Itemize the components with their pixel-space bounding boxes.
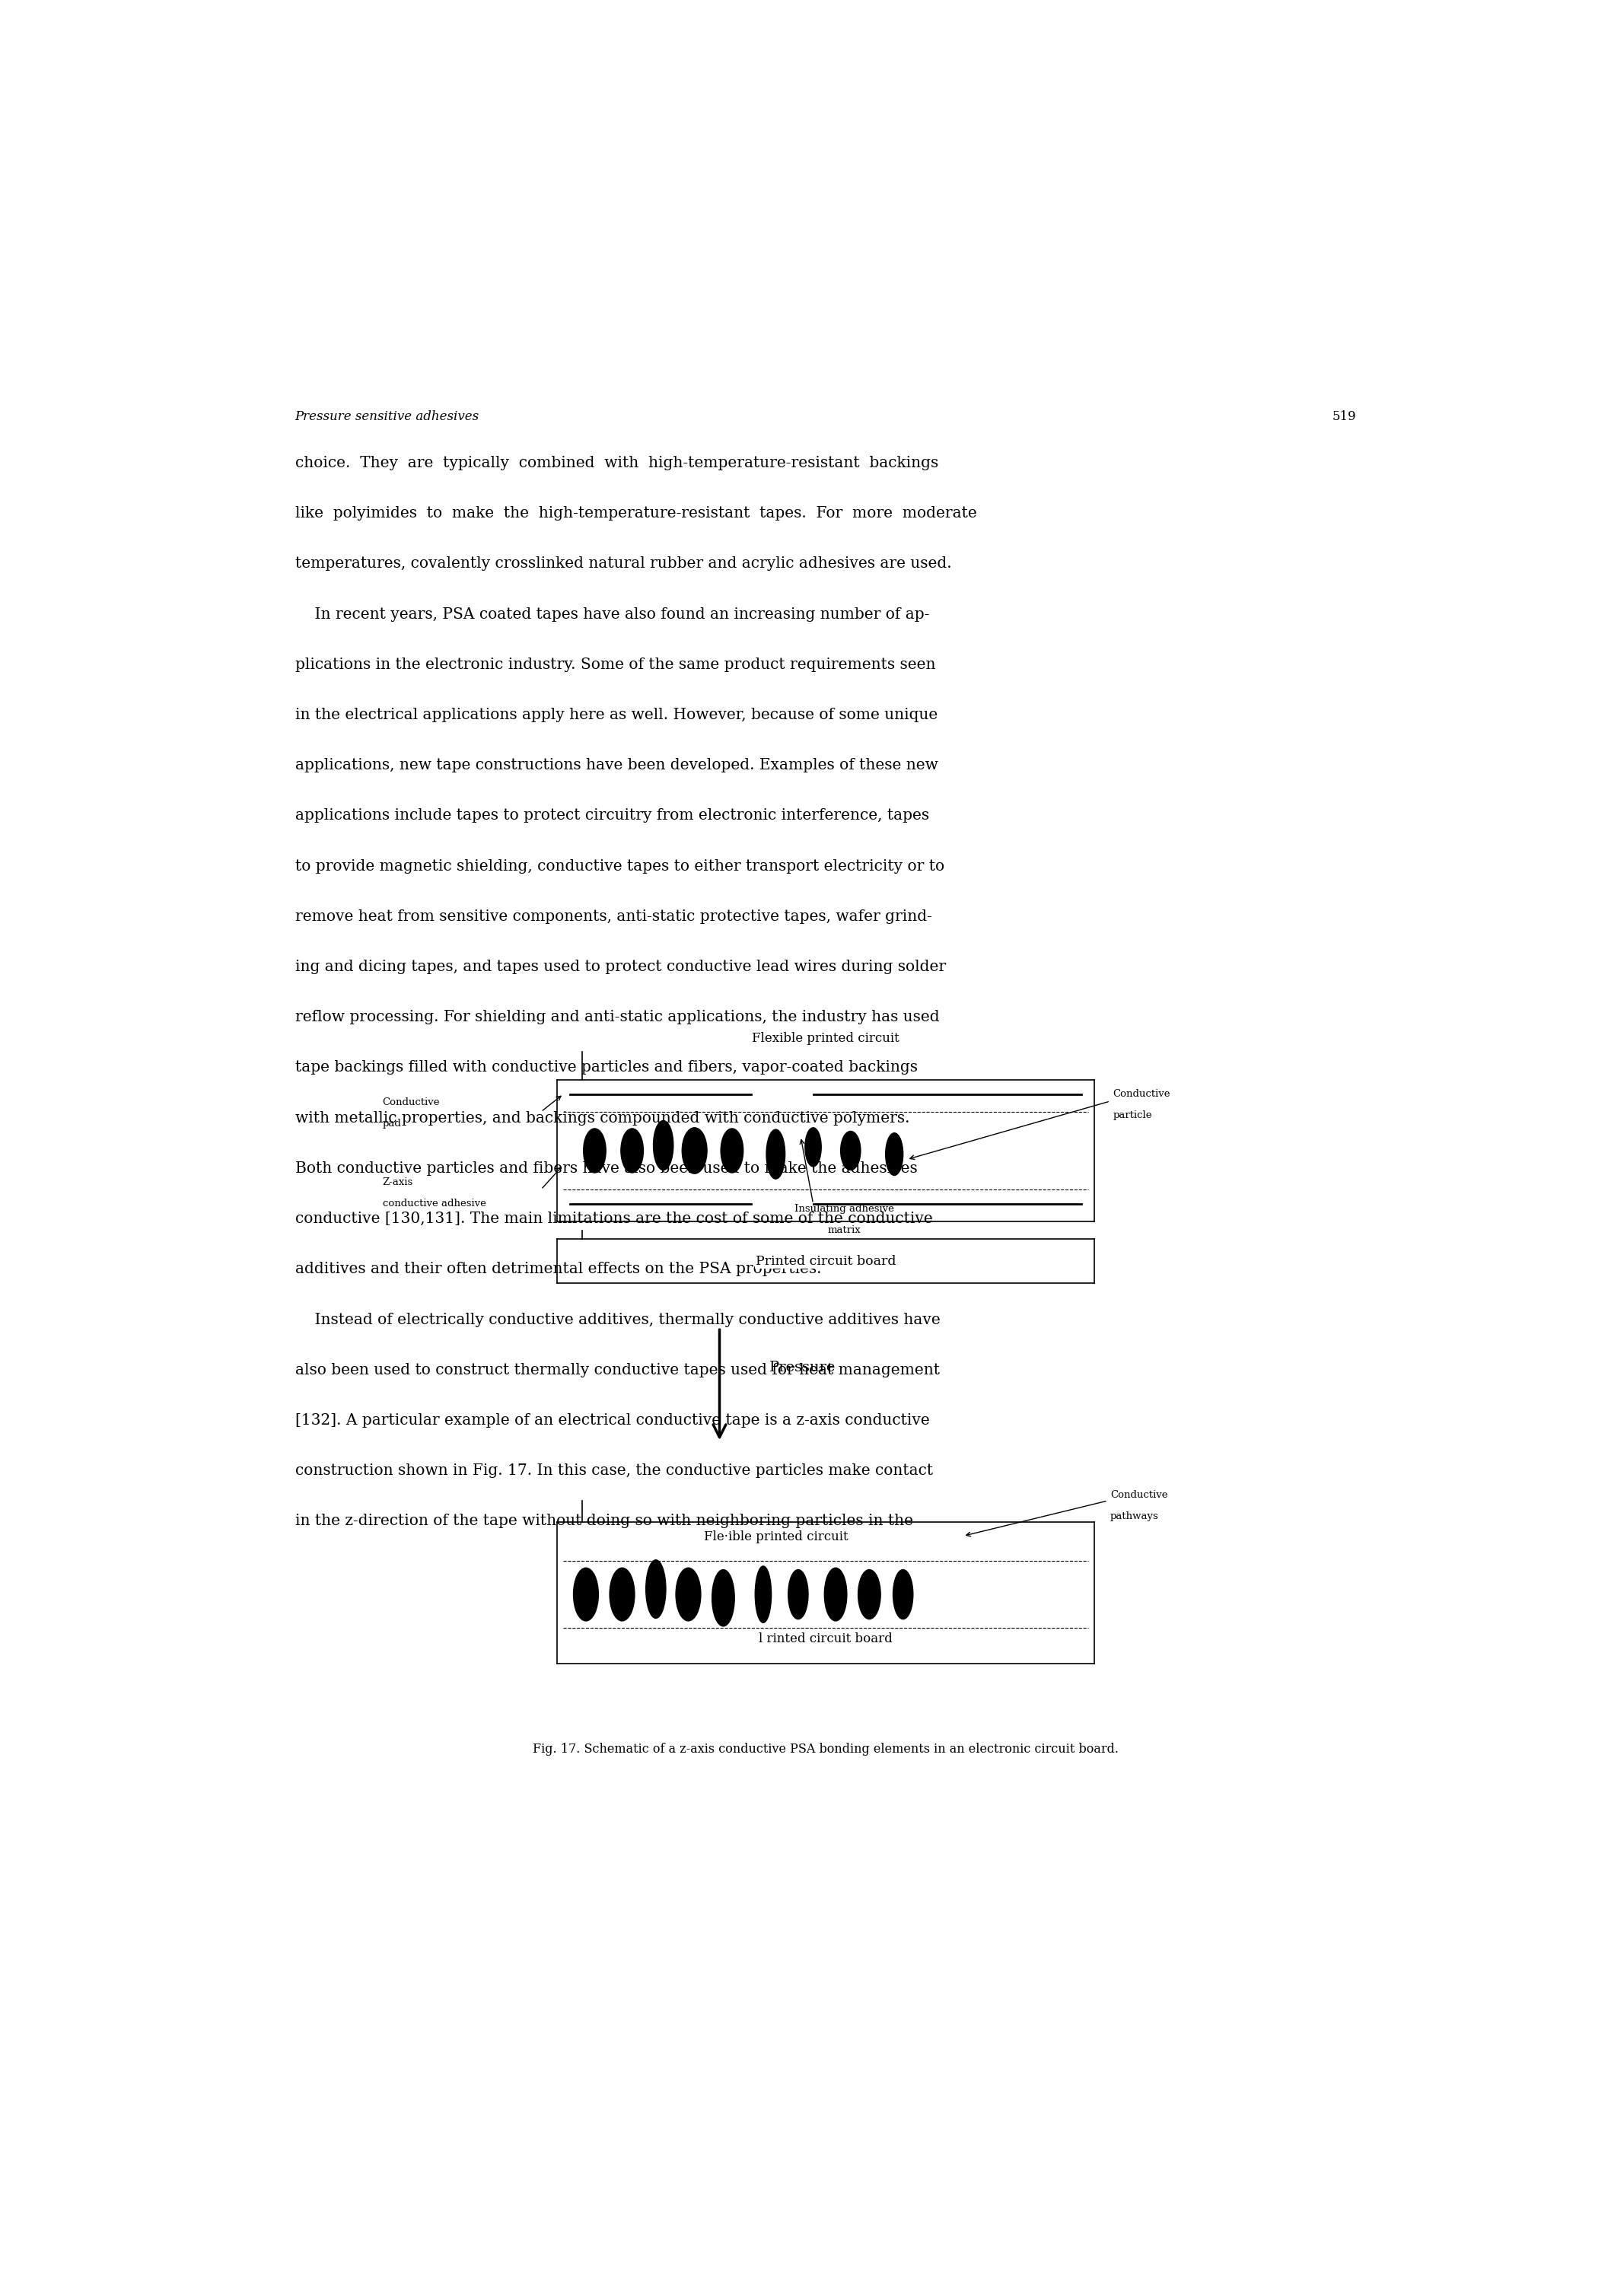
Ellipse shape — [620, 1130, 643, 1173]
Ellipse shape — [767, 1130, 785, 1178]
Text: Printed circuit board: Printed circuit board — [756, 1254, 896, 1267]
Ellipse shape — [677, 1568, 701, 1621]
Text: In recent years, PSA coated tapes have also found an increasing number of ap-: In recent years, PSA coated tapes have a… — [295, 606, 930, 622]
Text: also been used to construct thermally conductive tapes used for heat management: also been used to construct thermally co… — [295, 1364, 939, 1378]
Ellipse shape — [788, 1570, 809, 1619]
Text: temperatures, covalently crosslinked natural rubber and acrylic adhesives are us: temperatures, covalently crosslinked nat… — [295, 556, 952, 572]
Text: Pressure: Pressure — [770, 1359, 836, 1373]
Text: tape backings filled with conductive particles and fibers, vapor-coated backings: tape backings filled with conductive par… — [295, 1061, 918, 1075]
Text: Conductive: Conductive — [1113, 1088, 1170, 1100]
Text: Fig. 17. Schematic of a z-axis conductive PSA bonding elements in an electronic : Fig. 17. Schematic of a z-axis conductiv… — [533, 1743, 1118, 1756]
Ellipse shape — [892, 1570, 913, 1619]
Text: with metallic properties, and backings compounded with conductive polymers.: with metallic properties, and backings c… — [295, 1111, 910, 1125]
Text: additives and their often detrimental effects on the PSA properties.: additives and their often detrimental ef… — [295, 1263, 822, 1277]
Ellipse shape — [825, 1568, 847, 1621]
Text: Both conductive particles and fibers have also been used to make the adhesives: Both conductive particles and fibers hav… — [295, 1162, 917, 1176]
Ellipse shape — [574, 1568, 598, 1621]
Text: applications include tapes to protect circuitry from electronic interference, ta: applications include tapes to protect ci… — [295, 808, 930, 822]
Text: Flexible printed circuit: Flexible printed circuit — [752, 1031, 899, 1045]
Ellipse shape — [609, 1568, 635, 1621]
Ellipse shape — [681, 1127, 707, 1173]
Text: pad: pad — [382, 1118, 401, 1130]
Ellipse shape — [859, 1570, 881, 1619]
Text: particle: particle — [1113, 1109, 1152, 1120]
Text: to provide magnetic shielding, conductive tapes to either transport electricity : to provide magnetic shielding, conductiv… — [295, 859, 944, 872]
Text: applications, new tape constructions have been developed. Examples of these new: applications, new tape constructions hav… — [295, 758, 938, 774]
Text: Fle·ible printed circuit: Fle·ible printed circuit — [704, 1531, 847, 1543]
Ellipse shape — [712, 1570, 735, 1626]
Text: ing and dicing tapes, and tapes used to protect conductive lead wires during sol: ing and dicing tapes, and tapes used to … — [295, 960, 946, 974]
Text: like  polyimides  to  make  the  high-temperature-resistant  tapes.  For  more  : like polyimides to make the high-tempera… — [295, 505, 976, 521]
Text: Conductive: Conductive — [1110, 1490, 1168, 1499]
Text: matrix: matrix — [828, 1224, 860, 1235]
Text: in the electrical applications apply here as well. However, because of some uniq: in the electrical applications apply her… — [295, 707, 938, 723]
Ellipse shape — [806, 1127, 822, 1166]
Ellipse shape — [841, 1132, 860, 1171]
Text: construction shown in Fig. 17. In this case, the conductive particles make conta: construction shown in Fig. 17. In this c… — [295, 1463, 933, 1479]
Ellipse shape — [756, 1566, 772, 1623]
Text: choice.  They  are  typically  combined  with  high-temperature-resistant  backi: choice. They are typically combined with… — [295, 457, 938, 471]
Ellipse shape — [646, 1559, 665, 1619]
Text: Z-axis: Z-axis — [382, 1178, 412, 1187]
Ellipse shape — [720, 1130, 743, 1173]
Text: conductive [130,131]. The main limitations are the cost of some of the conductiv: conductive [130,131]. The main limitatio… — [295, 1212, 933, 1226]
Text: Insulating adhesive: Insulating adhesive — [794, 1203, 894, 1215]
Text: Conductive: Conductive — [382, 1097, 440, 1107]
Text: l rinted circuit board: l rinted circuit board — [759, 1632, 892, 1646]
Ellipse shape — [654, 1120, 673, 1171]
Text: Pressure sensitive adhesives: Pressure sensitive adhesives — [295, 411, 478, 422]
Text: pathways: pathways — [1110, 1511, 1158, 1522]
Text: remove heat from sensitive components, anti-static protective tapes, wafer grind: remove heat from sensitive components, a… — [295, 909, 931, 923]
Text: conductive adhesive: conductive adhesive — [382, 1199, 487, 1208]
Text: [132]. A particular example of an electrical conductive tape is a z-axis conduct: [132]. A particular example of an electr… — [295, 1412, 930, 1428]
Text: plications in the electronic industry. Some of the same product requirements see: plications in the electronic industry. S… — [295, 657, 936, 673]
Ellipse shape — [886, 1132, 904, 1176]
Text: Instead of electrically conductive additives, thermally conductive additives hav: Instead of electrically conductive addit… — [295, 1313, 941, 1327]
Text: in the z-direction of the tape without doing so with neighboring particles in th: in the z-direction of the tape without d… — [295, 1513, 913, 1529]
Text: 519: 519 — [1332, 411, 1356, 422]
Text: reflow processing. For shielding and anti-static applications, the industry has : reflow processing. For shielding and ant… — [295, 1010, 939, 1024]
Ellipse shape — [583, 1130, 606, 1173]
